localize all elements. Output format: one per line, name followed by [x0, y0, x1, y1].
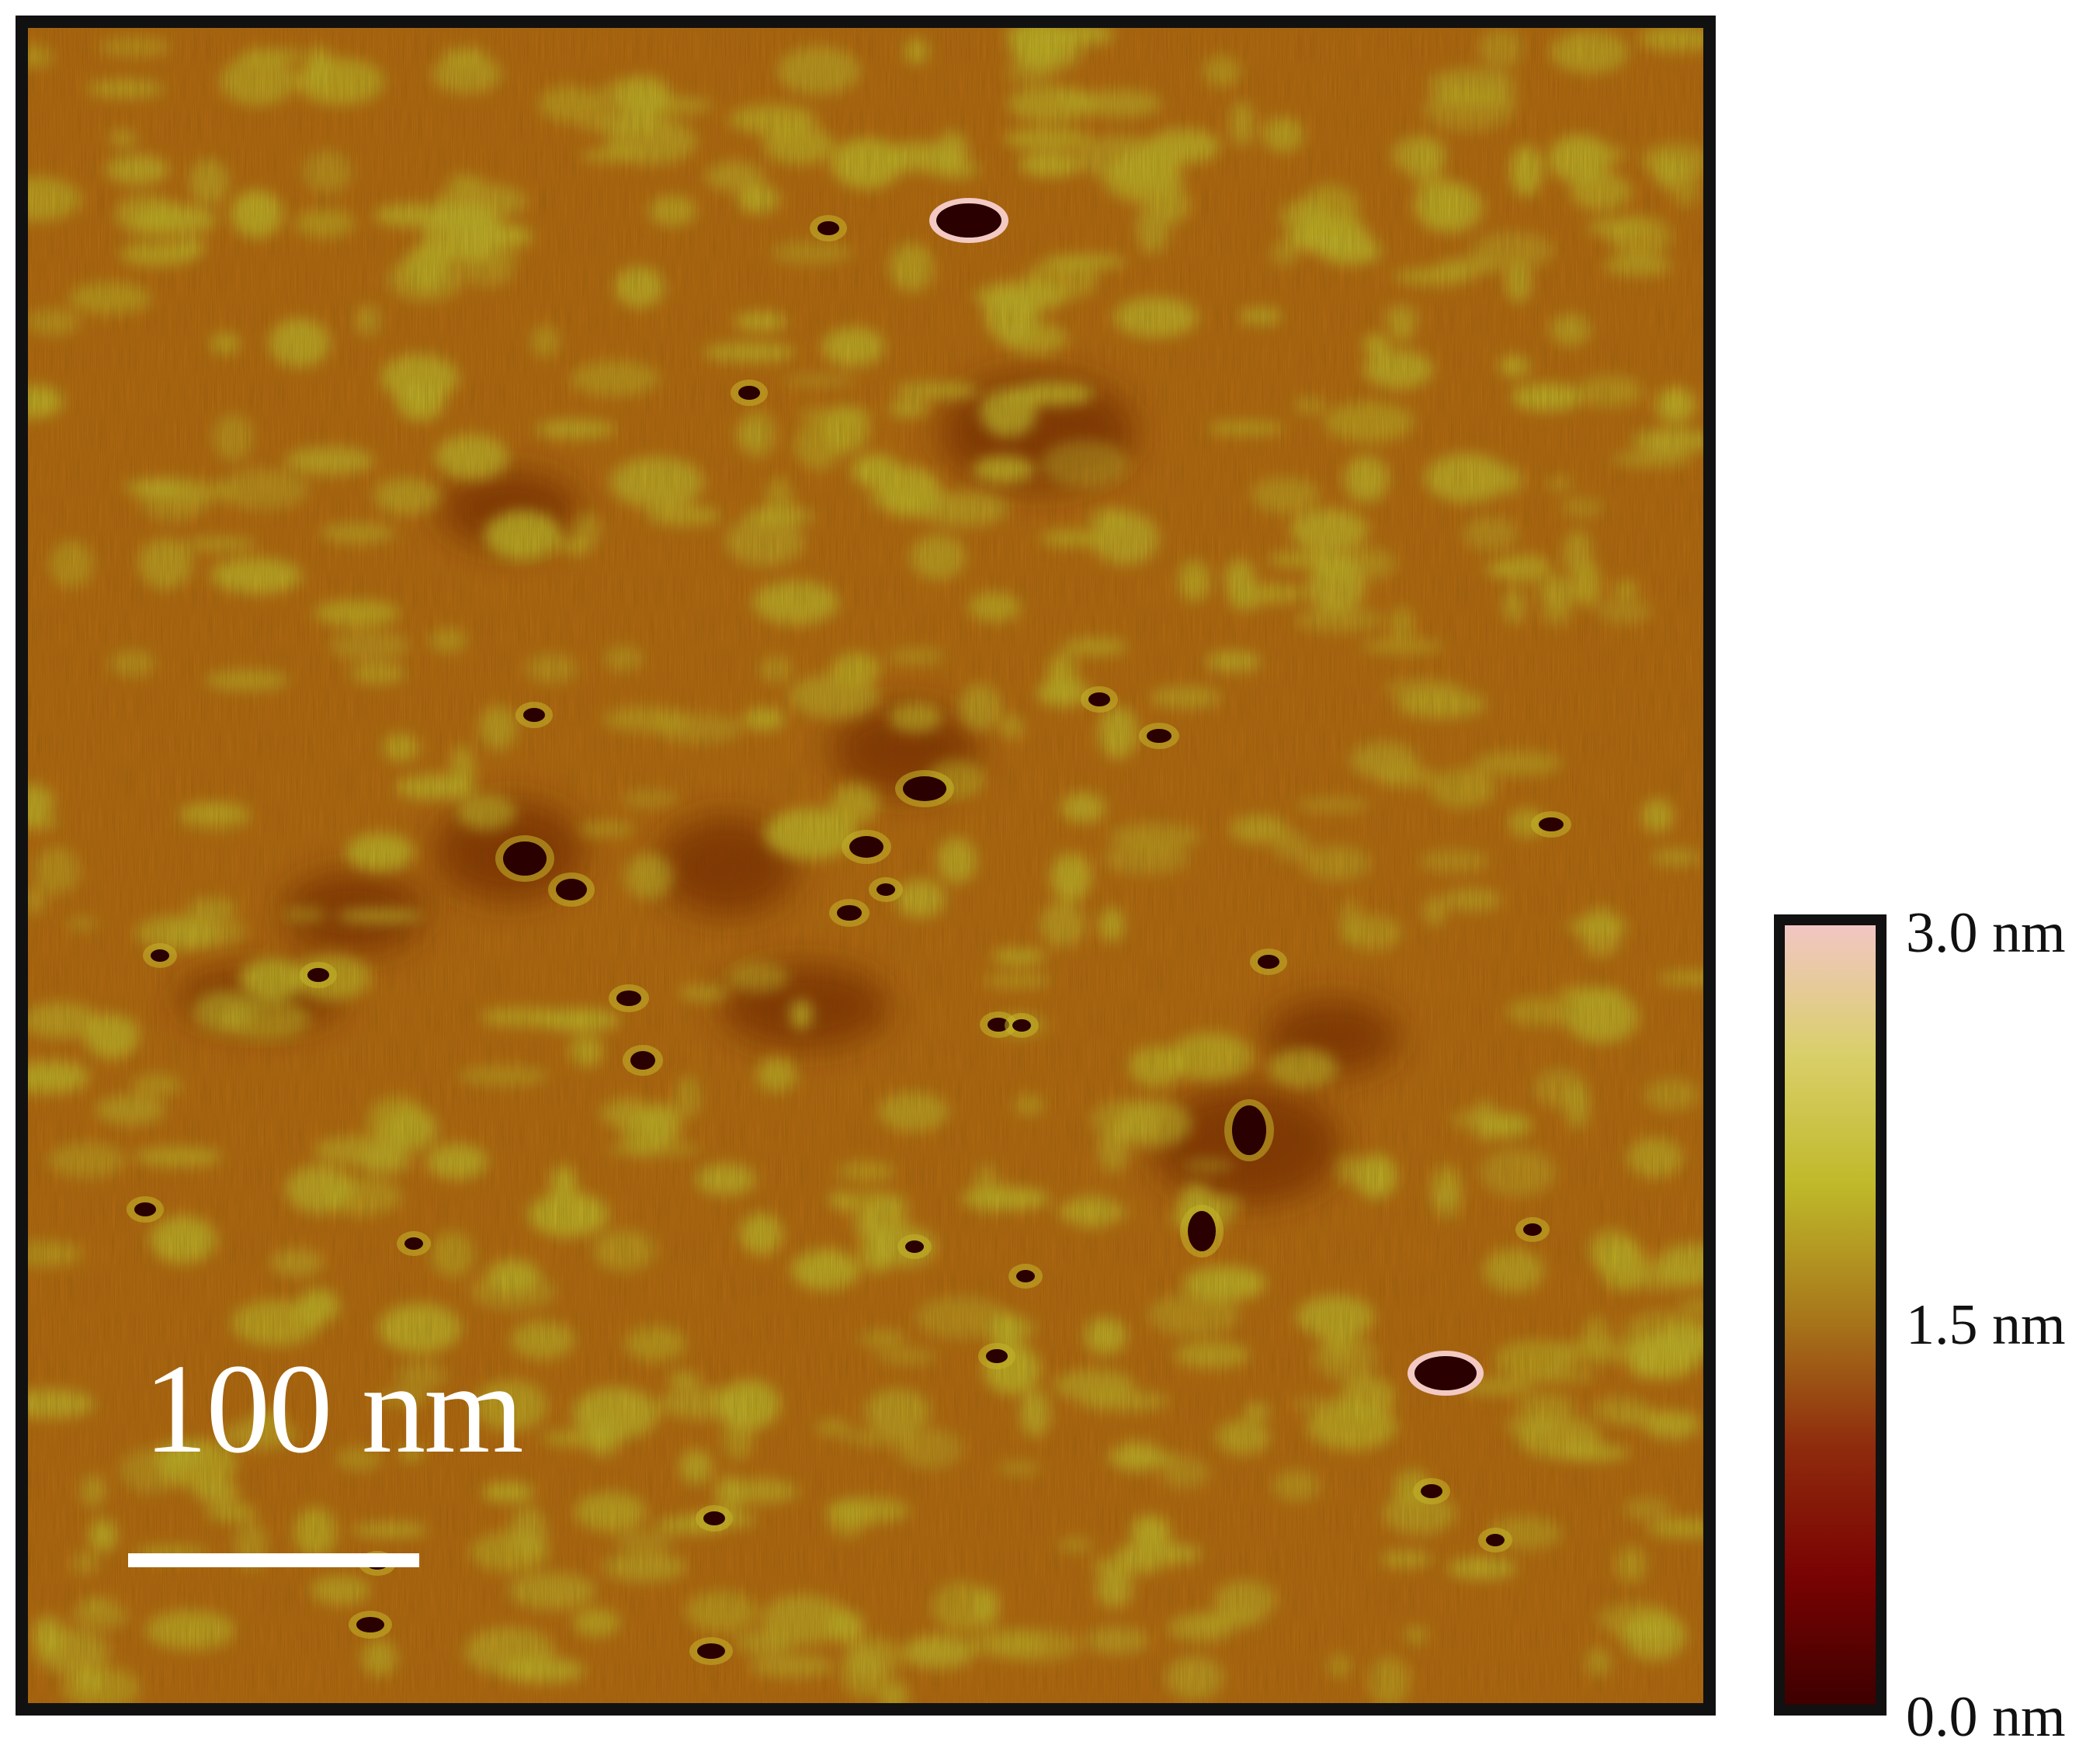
surface-pit: [986, 1349, 1008, 1363]
scale-bar: [128, 1553, 419, 1567]
scan-line-texture: [28, 28, 1703, 1703]
surface-pit: [1486, 1534, 1505, 1546]
surface-pit: [936, 203, 1001, 238]
afm-height-map: [28, 28, 1703, 1703]
surface-pit: [876, 883, 895, 896]
surface-pit: [703, 1511, 725, 1525]
surface-pit: [1232, 1105, 1266, 1155]
colorbar-max-label: 3.0 nm: [1906, 901, 2066, 965]
surface-pit: [1016, 1270, 1035, 1282]
surface-pit: [837, 905, 862, 921]
surface-pit: [1012, 1019, 1031, 1032]
surface-pit: [151, 949, 169, 962]
surface-pit: [1421, 1484, 1442, 1498]
surface-pit: [404, 1237, 423, 1250]
surface-pit: [903, 776, 946, 801]
surface-pit: [1523, 1223, 1542, 1236]
surface-pit: [988, 1018, 1009, 1032]
surface-pit: [134, 1202, 156, 1216]
scale-bar-label: 100 nm: [144, 1337, 524, 1480]
surface-pit: [697, 1643, 725, 1659]
surface-pit: [503, 841, 547, 876]
surface-pit: [630, 1051, 655, 1070]
colorbar-mid-label: 1.5 nm: [1906, 1293, 2066, 1357]
surface-pit: [849, 836, 883, 858]
surface-pit: [523, 708, 545, 722]
afm-image-frame: [16, 16, 1716, 1716]
surface-pit: [556, 879, 587, 900]
surface-pit: [738, 386, 760, 400]
surface-pit: [616, 991, 641, 1006]
surface-pit: [1088, 692, 1110, 706]
surface-pit: [1414, 1356, 1477, 1390]
colorbar-min-label: 0.0 nm: [1906, 1685, 2066, 1749]
surface-pit: [1539, 817, 1564, 831]
surface-pit: [1147, 729, 1171, 743]
surface-pit: [817, 221, 839, 235]
height-colorbar: [1774, 914, 1887, 1716]
surface-pit: [1188, 1211, 1216, 1251]
surface-pit: [356, 1617, 384, 1632]
surface-pit: [1258, 955, 1279, 969]
colorbar-gradient: [1785, 925, 1876, 1705]
surface-pit: [905, 1240, 924, 1253]
surface-pit: [307, 968, 329, 982]
